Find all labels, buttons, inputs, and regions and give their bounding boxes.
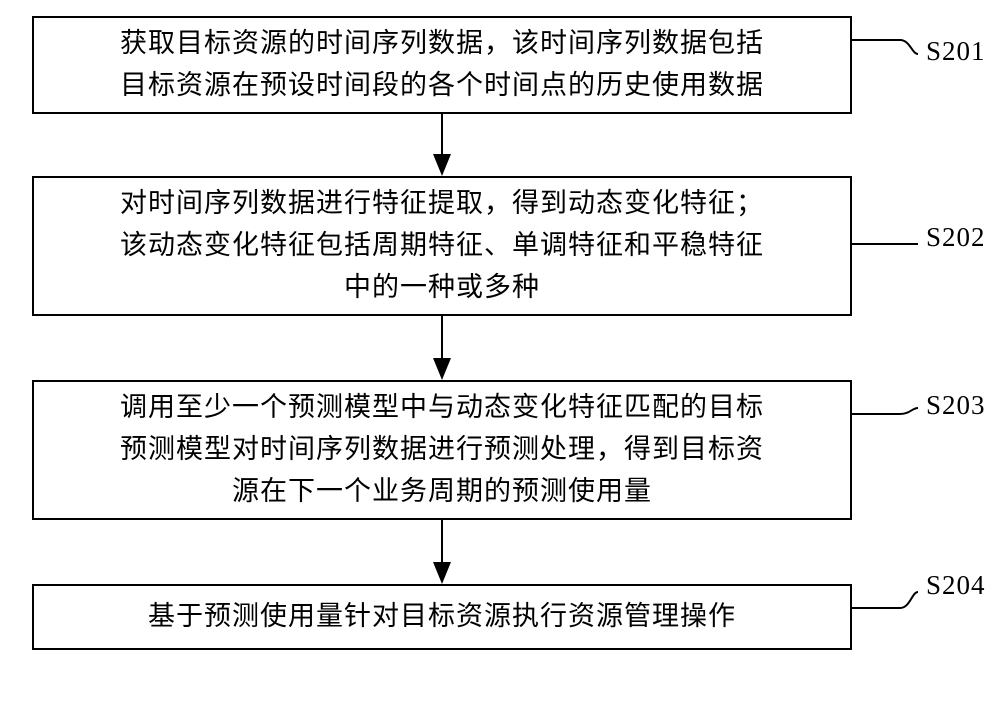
flowchart-canvas: 获取目标资源的时间序列数据，该时间序列数据包括 目标资源在预设时间段的各个时间点… xyxy=(0,0,1000,704)
arrowhead-icon xyxy=(433,562,451,584)
step-label-s203: S203 xyxy=(926,390,986,421)
flowchart-node-text: 对时间序列数据进行特征提取，得到动态变化特征； 该动态变化特征包括周期特征、单调… xyxy=(120,183,764,309)
arrowhead-icon xyxy=(433,358,451,380)
flowchart-node-s202: 对时间序列数据进行特征提取，得到动态变化特征； 该动态变化特征包括周期特征、单调… xyxy=(32,176,852,316)
flowchart-node-s201: 获取目标资源的时间序列数据，该时间序列数据包括 目标资源在预设时间段的各个时间点… xyxy=(32,16,852,114)
flowchart-node-text: 获取目标资源的时间序列数据，该时间序列数据包括 目标资源在预设时间段的各个时间点… xyxy=(120,23,764,107)
flowchart-node-s204: 基于预测使用量针对目标资源执行资源管理操作 xyxy=(32,584,852,650)
arrowhead-icon xyxy=(433,154,451,176)
step-label-s204: S204 xyxy=(926,570,986,601)
flowchart-node-text: 基于预测使用量针对目标资源执行资源管理操作 xyxy=(148,596,736,638)
label-connector-group xyxy=(852,40,918,608)
flowchart-node-s203: 调用至少一个预测模型中与动态变化特征匹配的目标 预测模型对时间序列数据进行预测处… xyxy=(32,380,852,520)
label-connector xyxy=(852,408,918,414)
label-connector xyxy=(852,592,918,608)
step-label-s202: S202 xyxy=(926,222,986,253)
step-label-s201: S201 xyxy=(926,36,986,67)
flowchart-node-text: 调用至少一个预测模型中与动态变化特征匹配的目标 预测模型对时间序列数据进行预测处… xyxy=(120,387,764,513)
label-connector xyxy=(852,40,918,54)
